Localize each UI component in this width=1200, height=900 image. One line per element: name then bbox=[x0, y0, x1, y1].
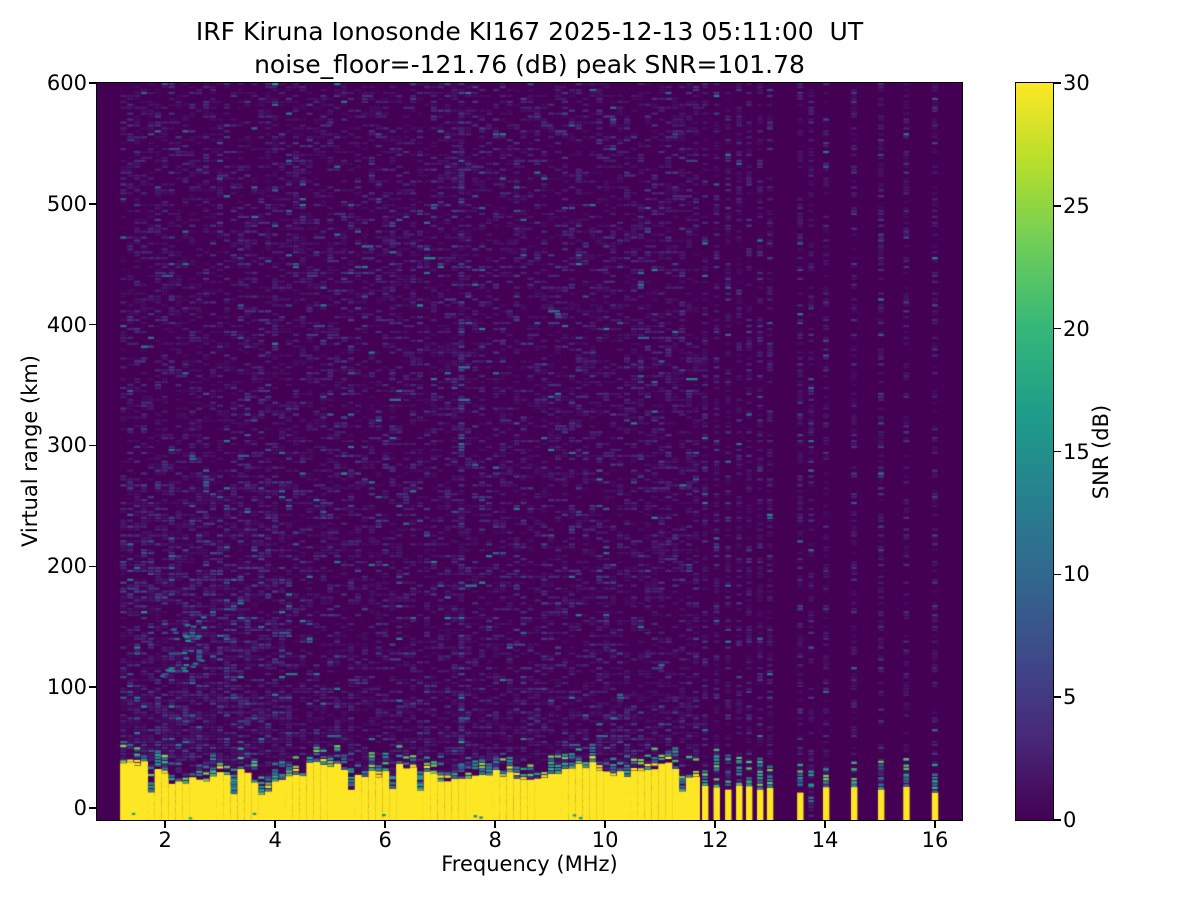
y-tick-label: 100 bbox=[46, 675, 87, 700]
colorbar-tick-mark bbox=[1054, 205, 1061, 207]
x-tick-label: 6 bbox=[378, 828, 392, 852]
plot-area bbox=[96, 82, 963, 821]
x-axis-label: Frequency (MHz) bbox=[441, 852, 618, 876]
x-tick-mark bbox=[384, 821, 386, 828]
y-tick-label: 200 bbox=[46, 554, 87, 579]
colorbar-tick-mark bbox=[1054, 327, 1061, 330]
y-tick-label: 300 bbox=[46, 433, 87, 458]
colorbar-tick-label: 0 bbox=[1063, 808, 1077, 832]
y-tick-mark bbox=[89, 82, 96, 84]
y-tick-label: 500 bbox=[46, 191, 87, 216]
x-tick-mark bbox=[934, 821, 936, 828]
y-tick-mark bbox=[89, 807, 96, 809]
x-tick-label: 8 bbox=[488, 828, 502, 852]
x-tick-label: 16 bbox=[921, 828, 949, 852]
x-tick-label: 2 bbox=[158, 828, 172, 852]
colorbar-tick-mark bbox=[1054, 450, 1061, 453]
colorbar-gradient bbox=[1016, 83, 1053, 820]
colorbar-tick-label: 10 bbox=[1063, 562, 1090, 587]
y-tick-mark bbox=[89, 686, 96, 688]
y-tick-mark bbox=[89, 565, 96, 567]
colorbar-tick-label: 5 bbox=[1063, 685, 1077, 710]
x-tick-mark bbox=[604, 821, 606, 828]
x-tick-label: 12 bbox=[701, 828, 729, 852]
x-tick-mark bbox=[274, 821, 276, 828]
colorbar bbox=[1015, 82, 1054, 821]
y-tick-label: 400 bbox=[46, 312, 87, 337]
ionogram-heatmap-canvas bbox=[97, 83, 962, 820]
colorbar-tick-mark bbox=[1054, 573, 1061, 576]
colorbar-tick-mark bbox=[1054, 82, 1061, 84]
x-tick-mark bbox=[494, 821, 496, 828]
colorbar-tick-label: 25 bbox=[1063, 193, 1090, 218]
colorbar-tick-label: 20 bbox=[1063, 316, 1090, 341]
x-tick-label: 14 bbox=[811, 828, 839, 852]
y-tick-mark bbox=[89, 203, 96, 205]
x-tick-mark bbox=[714, 821, 716, 828]
colorbar-tick-label: 15 bbox=[1063, 439, 1090, 464]
colorbar-tick-mark bbox=[1054, 819, 1061, 821]
y-tick-label: 600 bbox=[46, 71, 87, 95]
colorbar-tick-label: 30 bbox=[1063, 71, 1090, 95]
figure-subtitle: noise_floor=-121.76 (dB) peak SNR=101.78 bbox=[254, 50, 805, 79]
figure-title: IRF Kiruna Ionosonde KI167 2025-12-13 05… bbox=[195, 17, 864, 46]
y-tick-mark bbox=[89, 444, 96, 447]
colorbar-tick-mark bbox=[1054, 696, 1061, 698]
y-tick-label: 0 bbox=[73, 795, 87, 820]
x-tick-label: 10 bbox=[591, 828, 619, 852]
x-tick-mark bbox=[164, 821, 166, 828]
y-tick-mark bbox=[89, 323, 96, 326]
x-tick-label: 4 bbox=[268, 828, 282, 852]
x-tick-mark bbox=[824, 821, 826, 828]
